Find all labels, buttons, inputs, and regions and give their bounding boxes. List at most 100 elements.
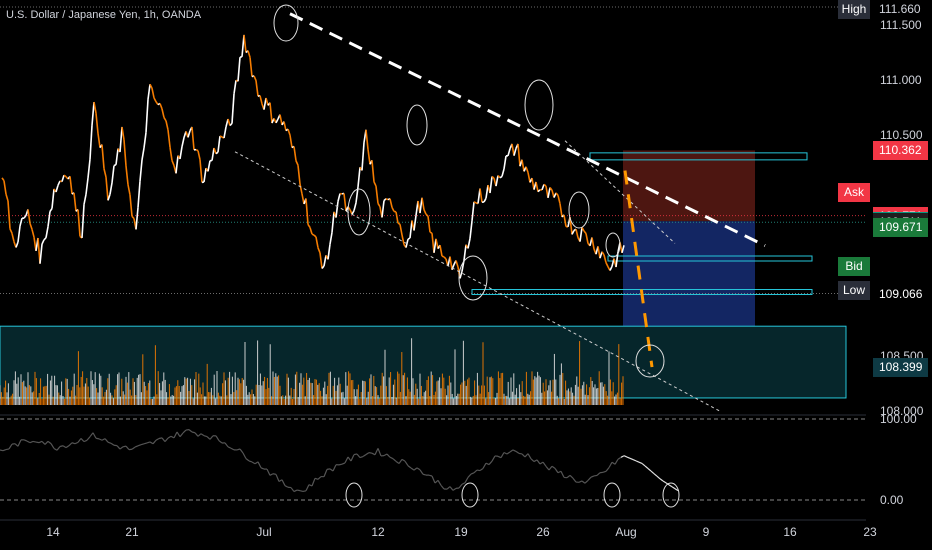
price-candle	[531, 177, 535, 190]
oscillator-line	[131, 446, 136, 450]
oscillator-line	[398, 458, 403, 464]
price-candle	[377, 203, 381, 208]
price-candle	[105, 177, 109, 201]
price-candle	[93, 101, 97, 114]
oscillator-line	[86, 436, 91, 441]
oscillator-line	[458, 483, 463, 489]
oscillator-line	[272, 473, 277, 475]
price-candle	[17, 225, 21, 243]
ask-label: Ask	[838, 183, 870, 202]
price-candle	[73, 192, 77, 212]
time-tick-label: 16	[783, 525, 797, 539]
price-candle	[51, 188, 55, 209]
oscillator-line	[164, 437, 169, 443]
oscillator-line	[518, 452, 523, 455]
price-candle	[213, 147, 217, 154]
oscillator-line	[269, 473, 274, 476]
price-candle	[255, 80, 259, 97]
price-candle	[39, 244, 43, 264]
oscillator-line	[329, 468, 334, 472]
price-candle	[459, 271, 463, 279]
price-candle	[511, 143, 515, 156]
price-candle	[137, 181, 141, 208]
price-pane[interactable]	[0, 4, 866, 412]
price-candle	[463, 244, 467, 261]
price-candle	[317, 247, 321, 254]
oscillator-line	[668, 484, 673, 488]
oscillator-line	[359, 455, 364, 459]
price-candle	[165, 120, 169, 130]
price-candle	[143, 132, 147, 149]
price-candle	[425, 213, 429, 217]
projected-move[interactable]	[623, 170, 654, 368]
price-candle	[501, 168, 505, 177]
price-candle	[495, 175, 499, 187]
oscillator-line	[497, 455, 502, 459]
oscillator-line	[650, 470, 655, 475]
oscillator-line	[542, 461, 547, 467]
oscillator-line	[167, 435, 172, 439]
oscillator-line	[614, 458, 619, 465]
price-candle	[601, 251, 605, 256]
price-candle	[313, 234, 317, 238]
oscillator-line	[101, 438, 106, 441]
oscillator-line	[569, 474, 574, 479]
oscillator-line	[119, 446, 124, 450]
symbol-title[interactable]: U.S. Dollar / Japanese Yen, 1h, OANDA	[6, 9, 202, 21]
price-candle	[49, 208, 53, 212]
oscillator-line	[521, 453, 526, 458]
descending-trendline[interactable]	[289, 12, 766, 247]
stop-loss-zone	[623, 150, 755, 222]
price-candle	[351, 210, 355, 215]
price-candle	[517, 143, 521, 167]
oscillator-pane[interactable]	[0, 414, 866, 508]
oscillator-line	[17, 439, 22, 447]
oscillator-line	[386, 453, 391, 458]
oscillator-line	[524, 453, 529, 458]
price-candle	[609, 266, 613, 271]
price-candle	[167, 129, 171, 148]
oscillator-line	[62, 445, 67, 449]
price-candle	[311, 233, 315, 236]
low-label: Low	[838, 281, 870, 300]
oscillator-line	[80, 438, 85, 443]
oscillator-highlight-circle	[345, 482, 363, 508]
price-candle	[423, 209, 427, 215]
lower-channel-line[interactable]	[234, 151, 721, 412]
price-candle	[421, 197, 425, 210]
oscillator-line	[32, 440, 37, 443]
inner-channel-line[interactable]	[564, 140, 676, 244]
oscillator-line	[242, 452, 247, 459]
price-candle	[181, 137, 185, 147]
price-candle	[57, 180, 61, 186]
price-candle	[555, 192, 559, 196]
time-tick-label: 12	[371, 525, 385, 539]
oscillator-highlight-circle	[662, 482, 680, 508]
time-axis[interactable]: 14 21 Jul 12 19 26 Aug 9 16 23	[0, 519, 877, 539]
bid-label: Bid	[838, 257, 870, 276]
oscillator-line	[257, 461, 262, 469]
oscillator-line	[104, 438, 109, 443]
price-candle	[129, 194, 133, 217]
price-candle	[125, 165, 129, 185]
price-candle	[63, 174, 67, 178]
price-candle	[199, 159, 203, 183]
oscillator-line	[68, 442, 73, 447]
price-candle	[521, 159, 525, 172]
price-candle	[95, 113, 99, 134]
price-candle	[621, 245, 625, 254]
oscillator-line	[206, 436, 211, 440]
oscillator-line	[284, 485, 289, 488]
oscillator-line	[467, 473, 472, 478]
oscillator-line	[506, 451, 511, 455]
oscillator-line	[446, 486, 451, 490]
oscillator-line	[344, 456, 349, 464]
price-candle	[3, 180, 7, 195]
price-candle	[365, 129, 369, 150]
oscillator-line	[38, 440, 43, 444]
oscillator-line	[95, 437, 100, 440]
oscillator-line	[14, 443, 19, 447]
oscillator-line	[647, 468, 652, 472]
